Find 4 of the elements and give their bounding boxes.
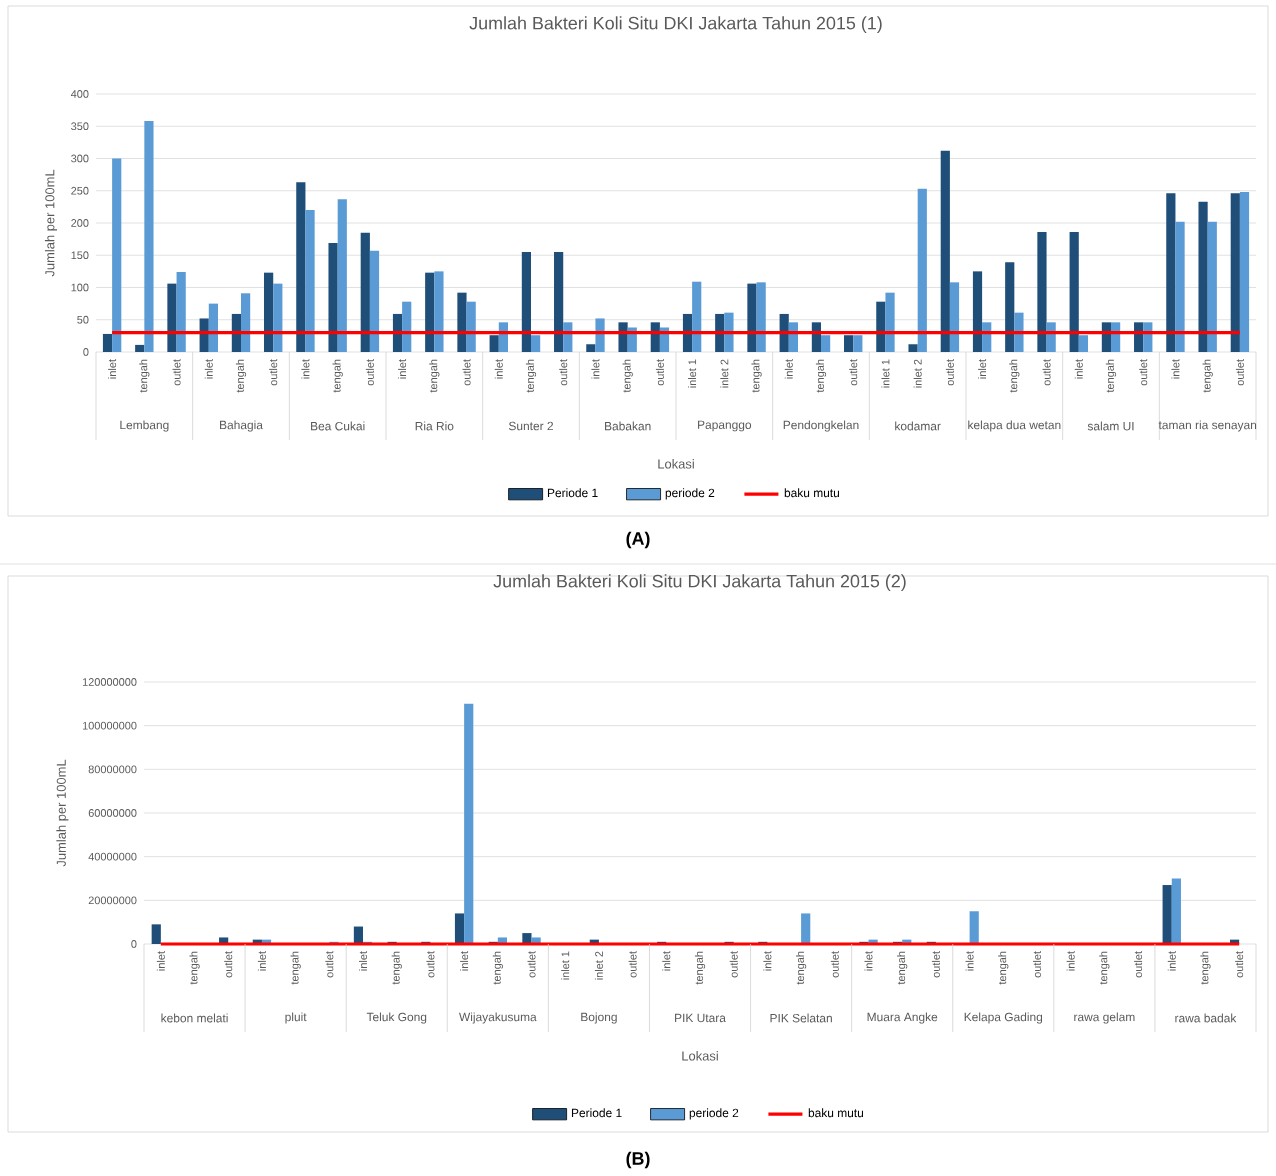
chart-title: Jumlah Bakteri Koli Situ DKI Jakarta Tahun 2015 (2): [493, 574, 906, 592]
text: (B): [626, 1151, 650, 1169]
text: (A): [626, 531, 650, 549]
chart-title: Jumlah Bakteri Koli Situ DKI Jakarta Tahun 2015 (1): [469, 16, 882, 34]
